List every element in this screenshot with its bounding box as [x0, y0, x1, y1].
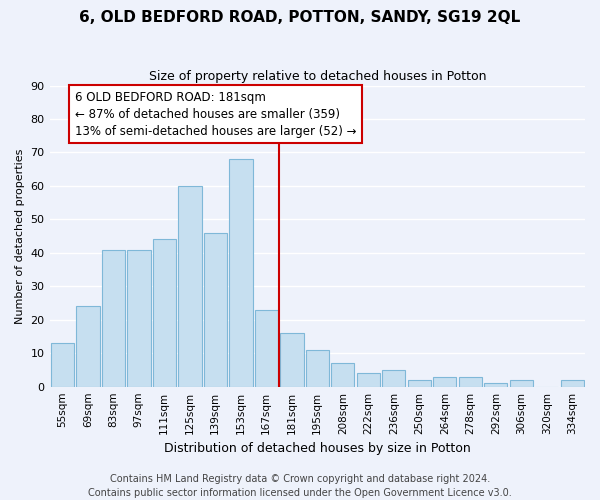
Bar — [254, 310, 278, 386]
Bar — [152, 240, 176, 386]
Bar — [509, 380, 533, 386]
Bar — [382, 370, 406, 386]
Bar — [433, 376, 457, 386]
Bar — [203, 233, 227, 386]
Bar — [280, 333, 304, 386]
Bar — [407, 380, 431, 386]
Bar — [560, 380, 584, 386]
X-axis label: Distribution of detached houses by size in Potton: Distribution of detached houses by size … — [164, 442, 470, 455]
Bar — [50, 343, 74, 386]
Y-axis label: Number of detached properties: Number of detached properties — [15, 148, 25, 324]
Bar — [356, 374, 380, 386]
Bar — [101, 250, 125, 386]
Text: 6 OLD BEDFORD ROAD: 181sqm
← 87% of detached houses are smaller (359)
13% of sem: 6 OLD BEDFORD ROAD: 181sqm ← 87% of deta… — [75, 90, 356, 138]
Bar — [127, 250, 151, 386]
Bar — [458, 376, 482, 386]
Bar — [229, 159, 253, 386]
Bar — [331, 364, 355, 386]
Bar — [76, 306, 100, 386]
Text: 6, OLD BEDFORD ROAD, POTTON, SANDY, SG19 2QL: 6, OLD BEDFORD ROAD, POTTON, SANDY, SG19… — [79, 10, 521, 25]
Bar — [484, 384, 508, 386]
Bar — [178, 186, 202, 386]
Title: Size of property relative to detached houses in Potton: Size of property relative to detached ho… — [149, 70, 486, 83]
Text: Contains HM Land Registry data © Crown copyright and database right 2024.
Contai: Contains HM Land Registry data © Crown c… — [88, 474, 512, 498]
Bar — [305, 350, 329, 387]
